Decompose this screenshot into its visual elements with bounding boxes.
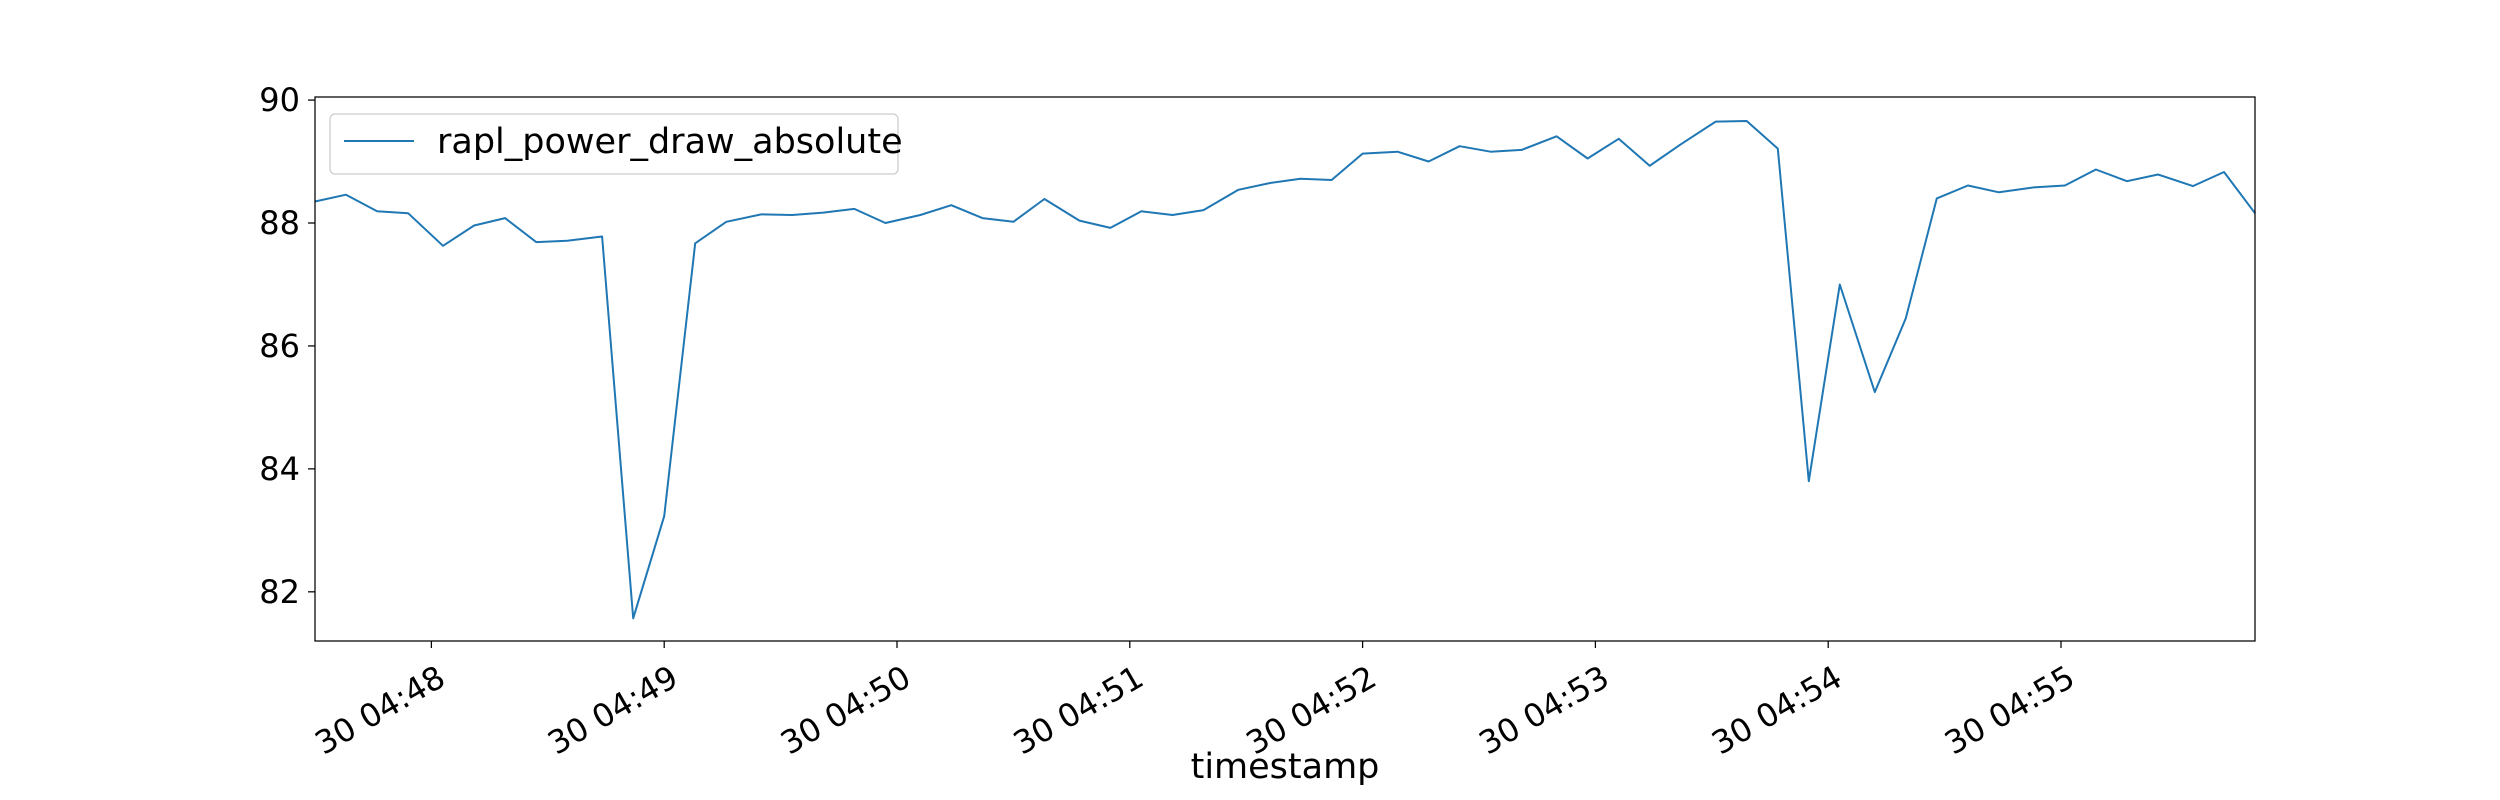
y-tick-label: 88 xyxy=(259,204,300,242)
y-tick-label: 86 xyxy=(259,327,300,365)
series-line xyxy=(314,120,2256,620)
legend-entry-label: rapl_power_draw_absolute xyxy=(437,122,903,162)
plot-layer xyxy=(314,120,2256,620)
y-axis-ticks: 82 84 86 88 90 xyxy=(259,81,315,611)
x-axis-label: timestamp xyxy=(1191,747,1380,787)
y-tick-label: 84 xyxy=(259,450,300,488)
legend-box xyxy=(329,113,899,175)
plot-frame xyxy=(314,96,2256,642)
legend: rapl_power_draw_absolute xyxy=(329,113,903,175)
y-tick-label: 90 xyxy=(259,81,300,119)
y-tick-label: 82 xyxy=(259,573,300,611)
